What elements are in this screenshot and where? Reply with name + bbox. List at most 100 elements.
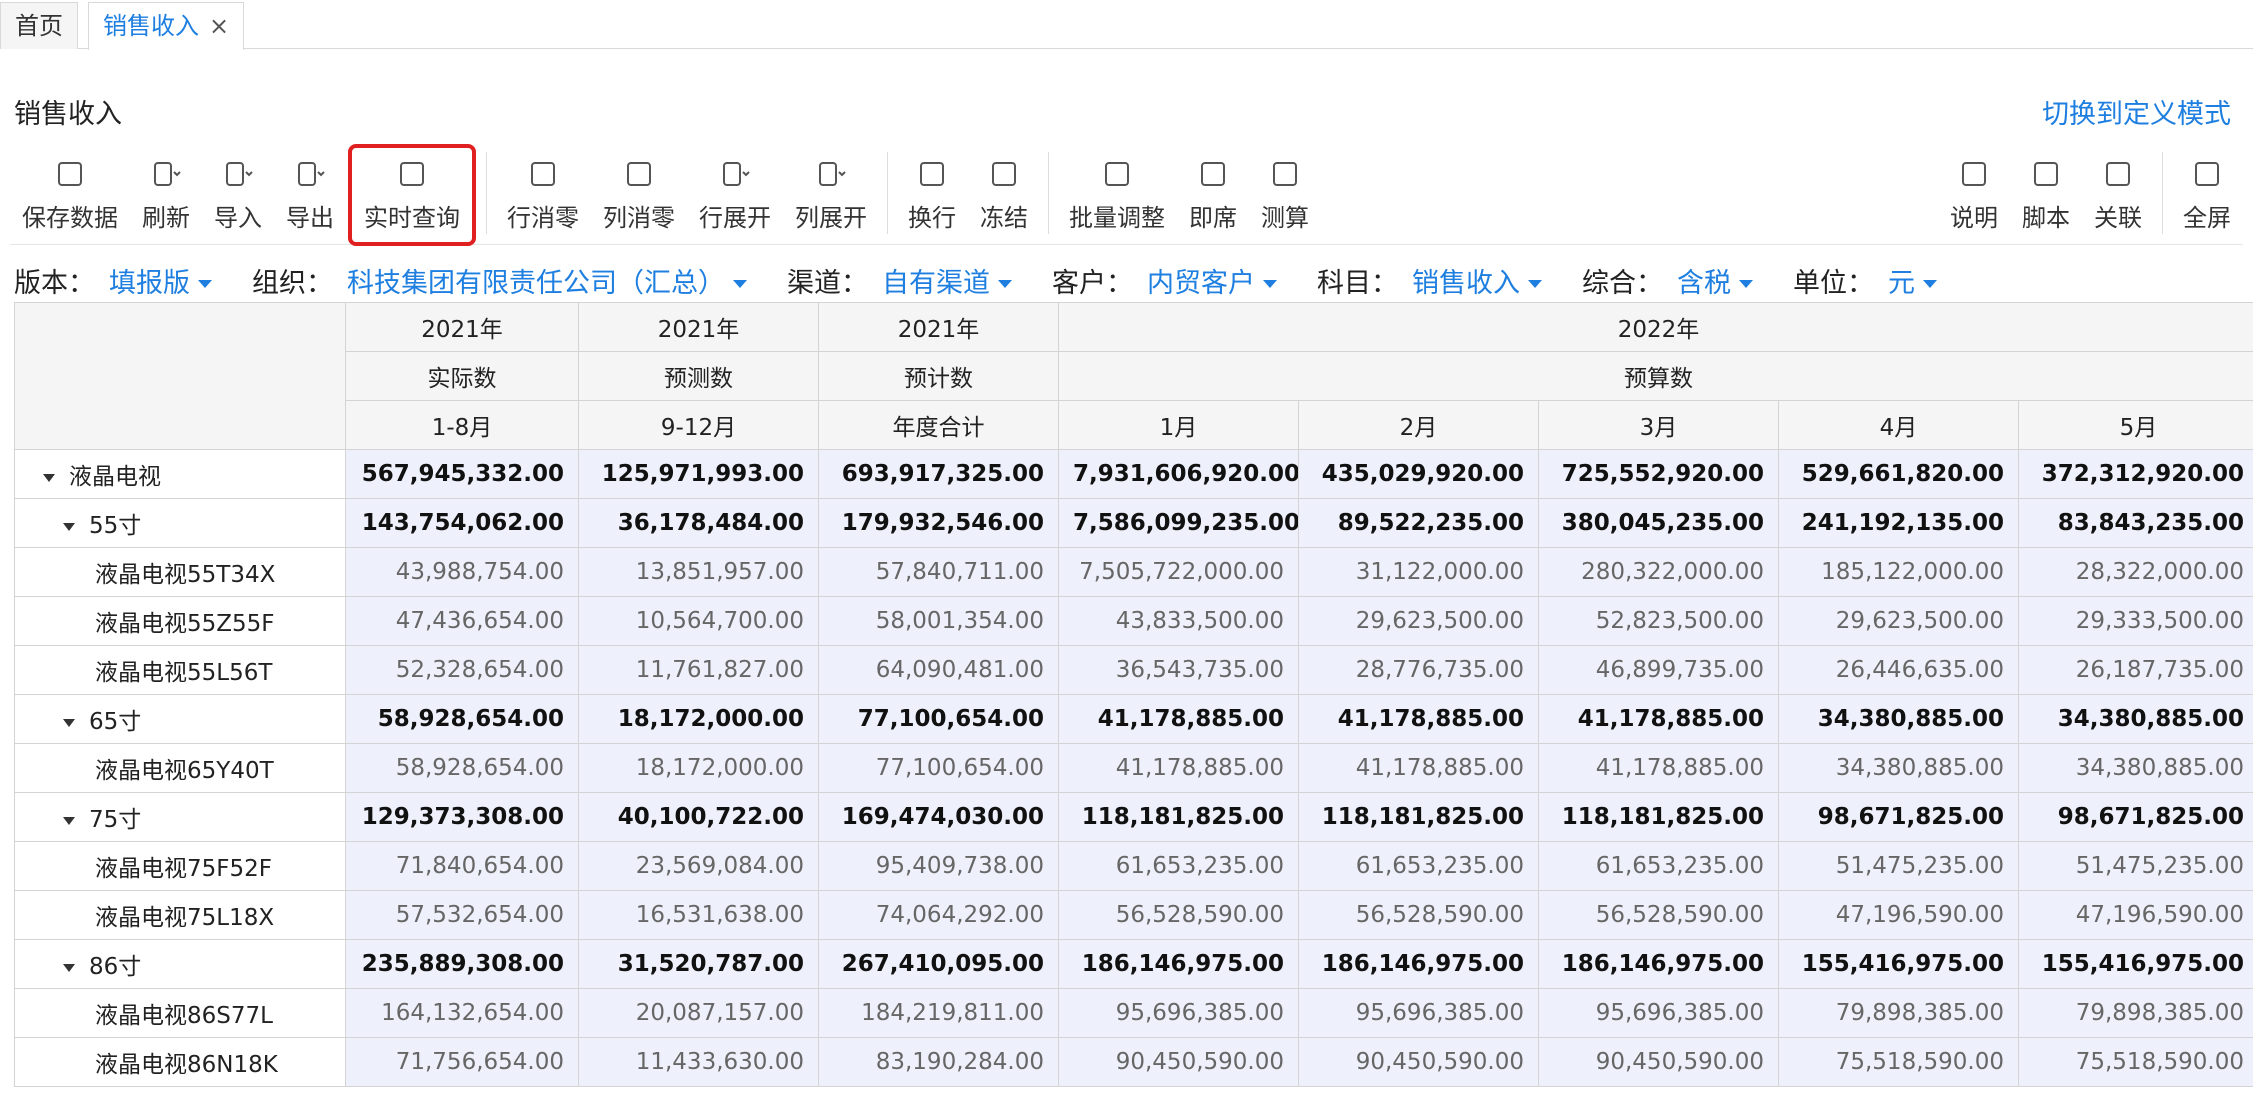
- value-cell[interactable]: 184,219,811.00: [818, 988, 1059, 1038]
- value-cell[interactable]: 693,917,325.00: [818, 449, 1059, 499]
- value-cell[interactable]: 83,190,284.00: [818, 1037, 1059, 1087]
- value-cell[interactable]: 372,312,920.00: [2018, 449, 2253, 499]
- value-cell[interactable]: 71,756,654.00: [345, 1037, 579, 1087]
- mode-link[interactable]: 切换到定义模式: [2042, 99, 2231, 130]
- value-cell[interactable]: 41,178,885.00: [1058, 743, 1299, 793]
- value-cell[interactable]: 56,528,590.00: [1538, 890, 1779, 940]
- value-cell[interactable]: 280,322,000.00: [1538, 547, 1779, 597]
- value-cell[interactable]: 118,181,825.00: [1058, 792, 1299, 842]
- expand-toggle[interactable]: [43, 473, 55, 482]
- value-cell[interactable]: 13,851,957.00: [578, 547, 819, 597]
- value-cell[interactable]: 16,531,638.00: [578, 890, 819, 940]
- toolbar-button[interactable]: 全屏: [2171, 148, 2243, 242]
- toolbar-button[interactable]: 行展开: [687, 148, 783, 242]
- toolbar-button[interactable]: 行消零: [495, 148, 591, 242]
- value-cell[interactable]: 20,087,157.00: [578, 988, 819, 1038]
- value-cell[interactable]: 61,653,235.00: [1298, 841, 1539, 891]
- value-cell[interactable]: 34,380,885.00: [1778, 743, 2019, 793]
- toolbar-button[interactable]: 实时查询: [348, 144, 476, 246]
- value-cell[interactable]: 98,671,825.00: [2018, 792, 2253, 842]
- value-cell[interactable]: 83,843,235.00: [2018, 498, 2253, 548]
- value-cell[interactable]: 36,178,484.00: [578, 498, 819, 548]
- toolbar-button[interactable]: 列消零: [591, 148, 687, 242]
- value-cell[interactable]: 64,090,481.00: [818, 645, 1059, 695]
- value-cell[interactable]: 61,653,235.00: [1538, 841, 1779, 891]
- value-cell[interactable]: 380,045,235.00: [1538, 498, 1779, 548]
- toolbar-button[interactable]: 换行: [896, 148, 968, 242]
- toolbar-button[interactable]: 冻结: [968, 148, 1040, 242]
- value-cell[interactable]: 57,532,654.00: [345, 890, 579, 940]
- value-cell[interactable]: 77,100,654.00: [818, 694, 1059, 744]
- toolbar-button[interactable]: 测算: [1249, 148, 1321, 242]
- value-cell[interactable]: 241,192,135.00: [1778, 498, 2019, 548]
- value-cell[interactable]: 34,380,885.00: [1778, 694, 2019, 744]
- tab[interactable]: 首页: [0, 2, 78, 49]
- value-cell[interactable]: 71,840,654.00: [345, 841, 579, 891]
- value-cell[interactable]: 118,181,825.00: [1538, 792, 1779, 842]
- expand-toggle[interactable]: [63, 522, 75, 531]
- value-cell[interactable]: 169,474,030.00: [818, 792, 1059, 842]
- filter-value[interactable]: 内贸客户: [1147, 267, 1255, 299]
- dropdown-caret[interactable]: [998, 280, 1012, 288]
- value-cell[interactable]: 7,505,722,000.00: [1058, 547, 1299, 597]
- value-cell[interactable]: 529,661,820.00: [1778, 449, 2019, 499]
- value-cell[interactable]: 29,333,500.00: [2018, 596, 2253, 646]
- value-cell[interactable]: 98,671,825.00: [1778, 792, 2019, 842]
- value-cell[interactable]: 61,653,235.00: [1058, 841, 1299, 891]
- value-cell[interactable]: 725,552,920.00: [1538, 449, 1779, 499]
- value-cell[interactable]: 18,172,000.00: [578, 694, 819, 744]
- filter-value[interactable]: 填报版: [109, 267, 190, 299]
- value-cell[interactable]: 186,146,975.00: [1298, 939, 1539, 989]
- value-cell[interactable]: 29,623,500.00: [1778, 596, 2019, 646]
- tab[interactable]: 销售收入 ×: [88, 2, 245, 50]
- value-cell[interactable]: 34,380,885.00: [2018, 694, 2253, 744]
- value-cell[interactable]: 41,178,885.00: [1058, 694, 1299, 744]
- value-cell[interactable]: 129,373,308.00: [345, 792, 579, 842]
- value-cell[interactable]: 179,932,546.00: [818, 498, 1059, 548]
- value-cell[interactable]: 46,899,735.00: [1538, 645, 1779, 695]
- value-cell[interactable]: 79,898,385.00: [2018, 988, 2253, 1038]
- value-cell[interactable]: 164,132,654.00: [345, 988, 579, 1038]
- value-cell[interactable]: 47,436,654.00: [345, 596, 579, 646]
- value-cell[interactable]: 26,187,735.00: [2018, 645, 2253, 695]
- dropdown-caret[interactable]: [733, 280, 747, 288]
- toolbar-button[interactable]: 脚本: [2010, 148, 2082, 242]
- value-cell[interactable]: 56,528,590.00: [1058, 890, 1299, 940]
- toolbar-button[interactable]: 刷新: [130, 148, 202, 242]
- expand-toggle[interactable]: [63, 963, 75, 972]
- value-cell[interactable]: 52,823,500.00: [1538, 596, 1779, 646]
- filter-value[interactable]: 元: [1888, 267, 1915, 299]
- expand-toggle[interactable]: [63, 816, 75, 825]
- toolbar-button[interactable]: 批量调整: [1057, 148, 1177, 242]
- value-cell[interactable]: 11,761,827.00: [578, 645, 819, 695]
- value-cell[interactable]: 155,416,975.00: [2018, 939, 2253, 989]
- value-cell[interactable]: 75,518,590.00: [2018, 1037, 2253, 1087]
- value-cell[interactable]: 95,696,385.00: [1058, 988, 1299, 1038]
- value-cell[interactable]: 56,528,590.00: [1298, 890, 1539, 940]
- value-cell[interactable]: 41,178,885.00: [1298, 694, 1539, 744]
- value-cell[interactable]: 235,889,308.00: [345, 939, 579, 989]
- value-cell[interactable]: 29,623,500.00: [1298, 596, 1539, 646]
- toolbar-button[interactable]: 保存数据: [10, 148, 130, 242]
- value-cell[interactable]: 41,178,885.00: [1298, 743, 1539, 793]
- value-cell[interactable]: 7,931,606,920.00: [1058, 449, 1299, 499]
- value-cell[interactable]: 7,586,099,235.00: [1058, 498, 1299, 548]
- value-cell[interactable]: 435,029,920.00: [1298, 449, 1539, 499]
- tab-close[interactable]: ×: [209, 12, 230, 40]
- value-cell[interactable]: 51,475,235.00: [1778, 841, 2019, 891]
- value-cell[interactable]: 58,928,654.00: [345, 694, 579, 744]
- value-cell[interactable]: 90,450,590.00: [1298, 1037, 1539, 1087]
- value-cell[interactable]: 267,410,095.00: [818, 939, 1059, 989]
- value-cell[interactable]: 95,696,385.00: [1538, 988, 1779, 1038]
- value-cell[interactable]: 28,776,735.00: [1298, 645, 1539, 695]
- value-cell[interactable]: 58,928,654.00: [345, 743, 579, 793]
- filter-value[interactable]: 科技集团有限责任公司（汇总）: [347, 267, 725, 299]
- filter-value[interactable]: 含税: [1677, 267, 1731, 299]
- value-cell[interactable]: 26,446,635.00: [1778, 645, 2019, 695]
- value-cell[interactable]: 11,433,630.00: [578, 1037, 819, 1087]
- value-cell[interactable]: 47,196,590.00: [1778, 890, 2019, 940]
- value-cell[interactable]: 567,945,332.00: [345, 449, 579, 499]
- value-cell[interactable]: 90,450,590.00: [1058, 1037, 1299, 1087]
- toolbar-button[interactable]: 即席: [1177, 148, 1249, 242]
- value-cell[interactable]: 74,064,292.00: [818, 890, 1059, 940]
